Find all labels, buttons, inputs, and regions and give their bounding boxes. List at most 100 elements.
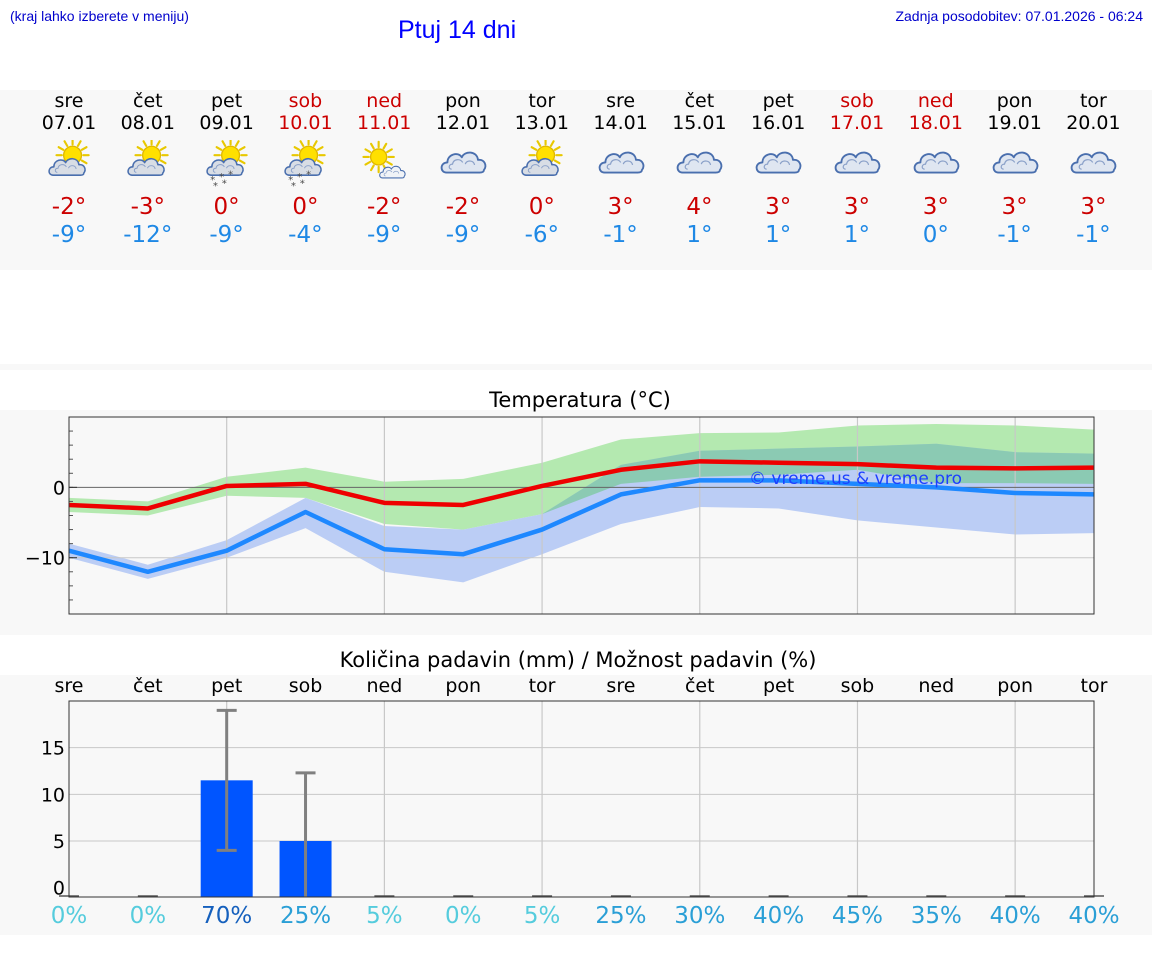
day-column: pon 12.01 -2° -9° [423,90,503,249]
day-date: 18.01 [908,112,963,134]
forecast-strip [0,90,1152,270]
cloud-shape [127,157,165,176]
sun-cloud-snow-icon: * * ** * [205,140,248,191]
precipitation-probability: 70% [201,903,253,929]
day-column: tor 20.01 3° -1° [1053,90,1133,249]
day-name: ned [366,90,403,112]
cloud-detail [133,164,146,173]
precipitation-day-label: pet [211,675,243,697]
icon-group [48,140,90,176]
icon-group [992,151,1038,174]
chart-watermark: © vreme.us & vreme.pro [749,469,962,489]
sun-ray [80,146,88,151]
snow-shape: * * ** * [210,170,233,191]
sun-ray [536,140,542,147]
cloud-shape [913,151,960,174]
y-tick-label: 0 [53,477,65,499]
cloud-icon [992,151,1038,174]
plot-frame [68,416,1095,615]
cloud-detail [1016,160,1027,166]
cloud-detail [291,164,304,173]
sun-ray [364,148,372,154]
sun-ray [553,146,561,151]
sun-ray [386,148,394,154]
sun-ray [215,146,222,151]
cloud-detail [304,165,313,170]
cloud-detail [225,165,235,170]
cloud-outline [521,157,559,176]
sun-ray [221,140,226,147]
day-date: 20.01 [1066,112,1121,134]
max-temperature: 3° [922,194,949,220]
sun-disc [370,148,388,166]
y-tick-label: 5 [53,831,65,853]
max-temperature: 3° [1080,194,1107,220]
day-date: 14.01 [593,112,648,134]
precipitation-day-label: pon [445,675,482,697]
icon-group [521,140,563,176]
cloud-shape [834,151,881,174]
day-columns: sre 07.01 -2° -9° čet 08.01 -3° -12° pet 09.01 * * *… [0,90,1152,270]
snowflake: * [219,172,224,183]
day-date: 13.01 [514,112,569,134]
day-name: pon [445,90,481,112]
day-date: 10.01 [278,112,333,134]
cloud-outline [755,151,802,174]
icon-group [440,151,487,174]
max-temperature: -2° [445,194,481,220]
min-temperature: 1° [686,222,713,248]
cloud-outline [127,157,165,176]
sun-cloud-snow-icon: * * ** * [284,140,327,190]
day-name: sob [288,90,323,112]
cloud-detail [464,160,476,166]
cloud-detail [779,160,791,166]
plot-frame [68,700,1095,898]
cloud-shape [284,157,323,176]
y-tick-label: 0 [53,878,65,900]
snowflake: * [291,181,296,190]
sun-cloud-icon [48,140,90,176]
sun-ray [530,146,538,151]
day-name: čet [684,90,715,112]
sun-ray [57,146,65,151]
day-name: tor [528,90,556,112]
max-temperature: -2° [51,194,87,220]
precipitation-day-label: pon [997,675,1033,697]
cloud-outline [284,157,323,176]
day-date: 17.01 [829,112,885,134]
min-temperature: -9° [366,222,402,248]
cloud-detail [68,165,77,170]
cloud-detail [763,159,779,170]
cloud-shape [205,157,244,176]
cloud-shape [48,157,86,176]
y-tick-label: 15 [41,738,65,760]
y-tick-label: 10 [41,784,65,806]
cloud-icon [1071,151,1117,174]
day-date: 12.01 [435,112,491,134]
cloud-detail [393,170,400,174]
cloud-shape [677,151,723,174]
cloud-detail [701,160,712,166]
location-hint[interactable]: (kraj lahko izberete v meniju) [10,8,189,24]
day-date: 11.01 [356,112,412,134]
precipitation-probability: 45% [831,903,884,929]
cloud-detail [937,160,948,166]
sun-ray [293,146,301,151]
day-column: tor 13.01 0° -6° [502,90,582,249]
day-name: pon [996,90,1033,112]
day-date: 15.01 [672,112,727,134]
day-name: sre [54,90,84,112]
max-temperature: 3° [1001,194,1028,220]
sun-ray [317,159,324,165]
snowflake: * [228,170,233,181]
min-temperature-line [68,478,1095,575]
sun-ray [155,140,161,147]
precipitation-probability: 5% [366,903,403,929]
cloud-outline [677,151,723,174]
sun-ray [317,146,324,151]
sun-ray [159,146,167,151]
min-temperature: -9° [51,222,87,248]
day-name: sre [606,90,636,112]
max-temperature-line [68,459,1095,511]
precipitation-day-label: sre [606,675,636,697]
